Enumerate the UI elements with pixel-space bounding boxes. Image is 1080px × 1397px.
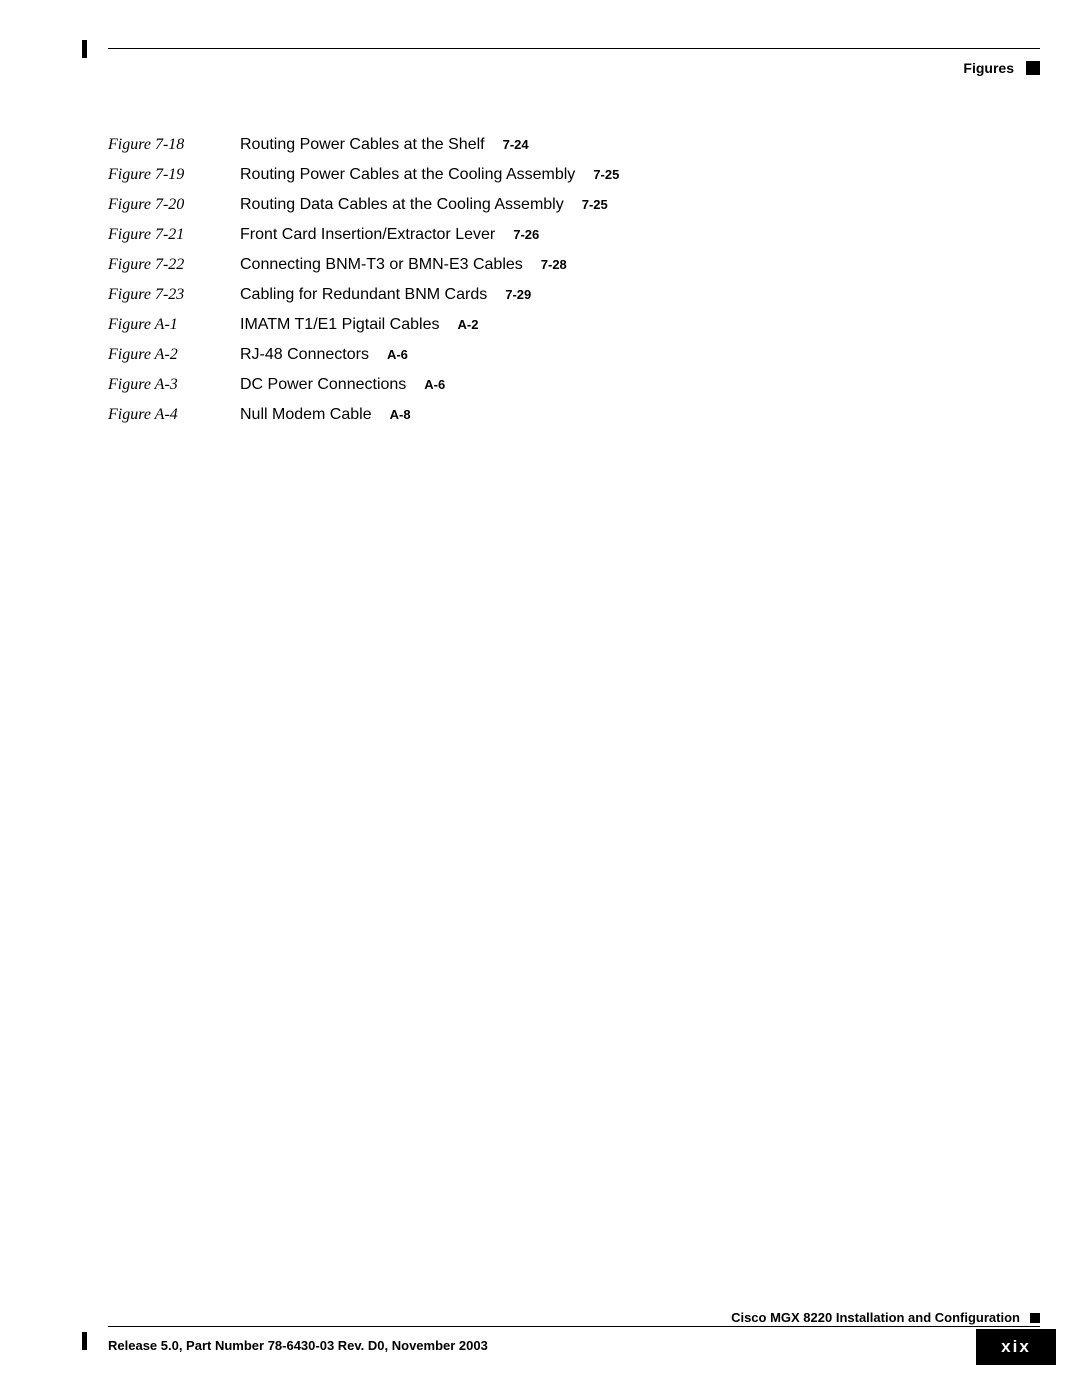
figure-label: Figure 7-23: [108, 286, 240, 304]
list-item: Figure 7-20 Routing Data Cables at the C…: [108, 196, 1040, 214]
figure-label: Figure 7-19: [108, 166, 240, 184]
page-number-text: xix: [1001, 1337, 1031, 1357]
list-item: Figure 7-22 Connecting BNM-T3 or BMN-E3 …: [108, 256, 1040, 274]
figure-page: 7-28: [541, 257, 567, 272]
footer-rule: [108, 1326, 1040, 1327]
list-item: Figure 7-21 Front Card Insertion/Extract…: [108, 226, 1040, 244]
figure-label: Figure 7-22: [108, 256, 240, 274]
figure-title: Null Modem Cable: [240, 406, 372, 424]
list-item: Figure A-2 RJ-48 Connectors A-6: [108, 346, 1040, 364]
figure-label: Figure A-3: [108, 376, 240, 394]
figure-title: Cabling for Redundant BNM Cards: [240, 286, 487, 304]
figure-title: Front Card Insertion/Extractor Lever: [240, 226, 495, 244]
header-square-icon: [1026, 61, 1040, 75]
figure-label: Figure 7-21: [108, 226, 240, 244]
figure-title: Routing Data Cables at the Cooling Assem…: [240, 196, 564, 214]
list-item: Figure 7-18 Routing Power Cables at the …: [108, 136, 1040, 154]
figure-page: 7-25: [593, 167, 619, 182]
figure-page: 7-29: [505, 287, 531, 302]
rule-tick-top: [82, 40, 87, 58]
figure-label: Figure A-2: [108, 346, 240, 364]
page-container: Figures Figure 7-18 Routing Power Cables…: [0, 0, 1080, 1397]
page-number: xix: [976, 1329, 1056, 1365]
figure-title: Connecting BNM-T3 or BMN-E3 Cables: [240, 256, 523, 274]
footer-square-icon: [1030, 1313, 1040, 1323]
figure-title: RJ-48 Connectors: [240, 346, 369, 364]
figure-page: 7-24: [503, 137, 529, 152]
list-item: Figure A-1 IMATM T1/E1 Pigtail Cables A-…: [108, 316, 1040, 334]
figure-title: Routing Power Cables at the Shelf: [240, 136, 485, 154]
figure-title: DC Power Connections: [240, 376, 406, 394]
figure-label: Figure A-1: [108, 316, 240, 334]
list-item: Figure 7-19 Routing Power Cables at the …: [108, 166, 1040, 184]
figure-page: 7-26: [513, 227, 539, 242]
figure-label: Figure 7-20: [108, 196, 240, 214]
figure-page: A-6: [387, 347, 408, 362]
list-item: Figure 7-23 Cabling for Redundant BNM Ca…: [108, 286, 1040, 304]
header-right: Figures: [963, 60, 1040, 76]
header-rule: [108, 48, 1040, 49]
figure-page: A-2: [457, 317, 478, 332]
figure-label: Figure A-4: [108, 406, 240, 424]
figure-title: IMATM T1/E1 Pigtail Cables: [240, 316, 439, 334]
header-section-label: Figures: [963, 60, 1014, 76]
footer-doc-title: Cisco MGX 8220 Installation and Configur…: [731, 1310, 1020, 1325]
figure-label: Figure 7-18: [108, 136, 240, 154]
list-item: Figure A-3 DC Power Connections A-6: [108, 376, 1040, 394]
list-item: Figure A-4 Null Modem Cable A-8: [108, 406, 1040, 424]
figure-page: A-8: [390, 407, 411, 422]
footer-release: Release 5.0, Part Number 78-6430-03 Rev.…: [108, 1338, 488, 1353]
figure-page: 7-25: [582, 197, 608, 212]
figure-list: Figure 7-18 Routing Power Cables at the …: [108, 136, 1040, 436]
rule-tick-bottom: [82, 1332, 87, 1350]
figure-page: A-6: [424, 377, 445, 392]
figure-title: Routing Power Cables at the Cooling Asse…: [240, 166, 575, 184]
